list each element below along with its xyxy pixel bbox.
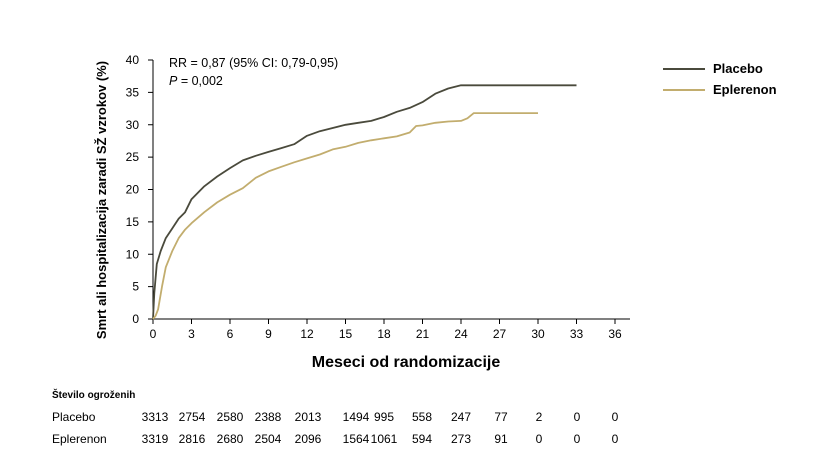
p-annotation: P = 0,002: [169, 74, 223, 88]
y-tick-label: 30: [126, 118, 140, 132]
y-tick-label: 0: [132, 312, 139, 326]
risk-value-placebo: 2013: [294, 410, 322, 424]
x-tick-label: 3: [188, 327, 195, 341]
x-tick-label: 18: [377, 327, 391, 341]
risk-value-eplerenon: 2680: [216, 432, 244, 446]
x-tick-label: 30: [531, 327, 545, 341]
legend-label-eplerenon: Eplerenon: [713, 82, 777, 97]
p-symbol: P: [169, 74, 178, 88]
x-tick-label: 0: [150, 327, 157, 341]
risk-value-eplerenon: 273: [450, 432, 472, 446]
risk-value-eplerenon: 2096: [294, 432, 322, 446]
risk-value-placebo: 995: [373, 410, 395, 424]
y-tick-label: 40: [126, 53, 140, 67]
legend-item-placebo: Placebo: [663, 58, 813, 79]
risk-value-eplerenon: 0: [611, 432, 619, 446]
x-tick-label: 21: [416, 327, 430, 341]
risk-value-eplerenon: 1564: [342, 432, 370, 446]
risk-value-placebo: 0: [573, 410, 581, 424]
series-line-eplerenon: [152, 112, 538, 320]
risk-value-placebo: 558: [411, 410, 433, 424]
p-value: = 0,002: [177, 74, 223, 88]
risk-value-eplerenon: 594: [411, 432, 433, 446]
y-tick-label: 35: [126, 85, 140, 99]
risk-value-placebo: 247: [450, 410, 472, 424]
risk-table-title: Število ogroženih: [52, 390, 136, 401]
rr-annotation: RR = 0,87 (95% CI: 0,79-0,95): [169, 56, 338, 70]
risk-value-eplerenon: 2816: [178, 432, 206, 446]
x-tick-label: 15: [339, 327, 353, 341]
risk-value-eplerenon: 2504: [254, 432, 282, 446]
legend-label-placebo: Placebo: [713, 61, 763, 76]
risk-value-eplerenon: 1061: [370, 432, 398, 446]
x-tick-label: 33: [570, 327, 584, 341]
y-tick-label: 5: [132, 280, 139, 294]
axes: [152, 60, 630, 320]
x-tick-label: 9: [265, 327, 272, 341]
x-axis-label: Meseci od randomizacije: [312, 354, 501, 371]
x-tick-label: 12: [300, 327, 314, 341]
risk-row-label-eplerenon: Eplerenon: [52, 432, 107, 446]
y-axis-label: Smrt ali hospitalizacija zaradi SŽ vzrok…: [94, 61, 109, 339]
legend-swatch-placebo: [663, 67, 705, 70]
series-group: [152, 84, 577, 320]
x-tick-label: 36: [608, 327, 622, 341]
risk-value-placebo: 0: [611, 410, 619, 424]
risk-value-eplerenon: 91: [494, 432, 508, 446]
risk-table: Število ogroženih Placebo Eplerenon 3313…: [0, 388, 821, 456]
series-line-placebo: [152, 84, 577, 320]
risk-value-eplerenon: 0: [535, 432, 543, 446]
legend: Placebo Eplerenon: [663, 58, 813, 100]
risk-value-placebo: 1494: [342, 410, 370, 424]
x-tick-label: 6: [227, 327, 234, 341]
risk-value-placebo: 2580: [216, 410, 244, 424]
risk-row-label-placebo: Placebo: [52, 410, 96, 424]
risk-value-placebo: 2: [535, 410, 543, 424]
x-tick-label: 27: [493, 327, 507, 341]
legend-item-eplerenon: Eplerenon: [663, 79, 813, 100]
risk-value-placebo: 3313: [141, 410, 169, 424]
y-tick-label: 15: [126, 215, 140, 229]
risk-value-eplerenon: 0: [573, 432, 581, 446]
legend-swatch-eplerenon: [663, 88, 705, 91]
risk-value-placebo: 2388: [254, 410, 282, 424]
y-tick-label: 20: [126, 183, 140, 197]
risk-value-eplerenon: 3319: [141, 432, 169, 446]
y-tick-label: 25: [126, 150, 140, 164]
risk-value-placebo: 2754: [178, 410, 206, 424]
x-tick-label: 24: [454, 327, 468, 341]
y-tick-label: 10: [126, 247, 140, 261]
risk-value-placebo: 77: [494, 410, 508, 424]
